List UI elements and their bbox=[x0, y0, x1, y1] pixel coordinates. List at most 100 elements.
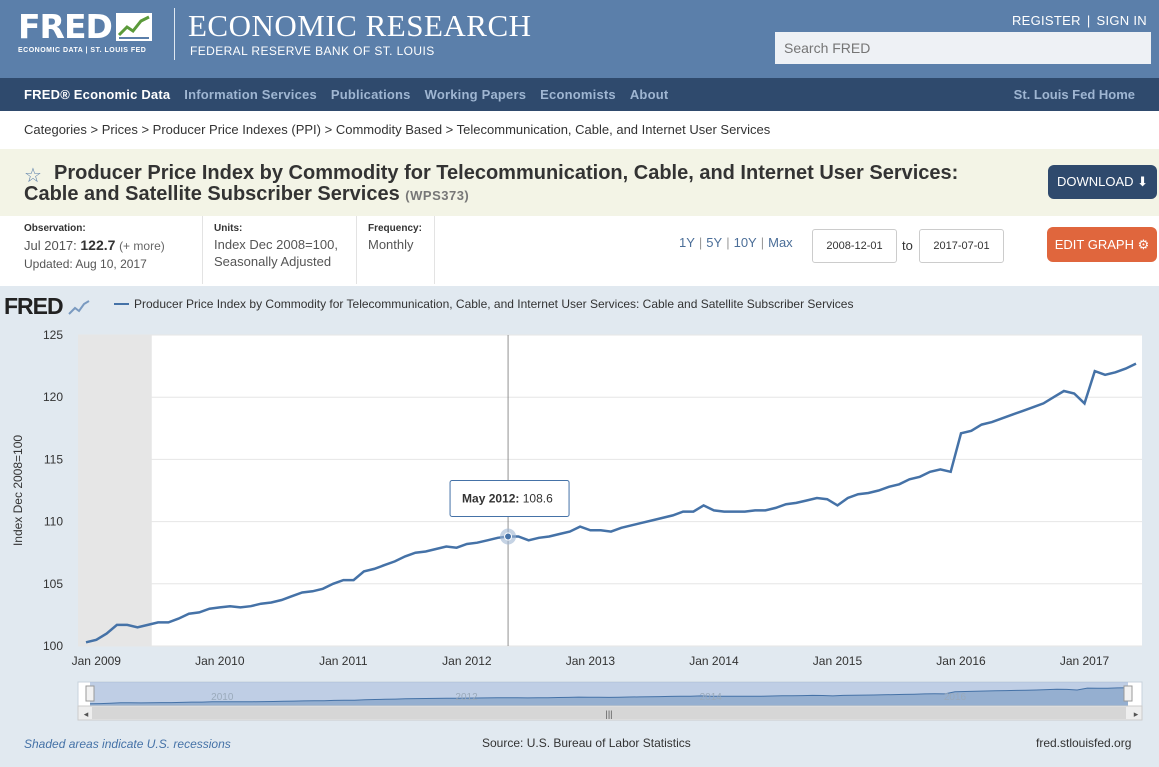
x-tick-label: Jan 2010 bbox=[195, 654, 245, 668]
navigator-year-label: 2012 bbox=[455, 692, 478, 703]
meta-divider bbox=[357, 216, 435, 284]
frequency-value: Monthly bbox=[368, 237, 414, 252]
x-tick-label: Jan 2011 bbox=[319, 654, 368, 668]
range-1y[interactable]: 1Y bbox=[679, 235, 695, 250]
scroll-left-icon[interactable]: ◂ bbox=[84, 709, 89, 719]
site-header: FRED ECONOMIC DATA | ST. LOUIS FED ECONO… bbox=[0, 0, 1159, 78]
scroll-grip-icon: ||| bbox=[605, 709, 612, 719]
navigator-line bbox=[89, 687, 1129, 705]
y-tick-label: 115 bbox=[44, 452, 63, 466]
nav-about[interactable]: About bbox=[629, 87, 669, 102]
meta-divider bbox=[0, 216, 203, 284]
logo-text: FRED bbox=[18, 7, 113, 46]
x-tick-label: Jan 2012 bbox=[442, 654, 492, 668]
tooltip-box bbox=[449, 480, 570, 518]
separator: | bbox=[760, 235, 765, 250]
y-tick-label: 110 bbox=[44, 515, 63, 529]
fred-url[interactable]: fred.stlouisfed.org bbox=[1036, 736, 1132, 750]
range-5y[interactable]: 5Y bbox=[706, 235, 723, 250]
breadcrumb-item[interactable]: Categories bbox=[24, 122, 87, 137]
download-icon: ⬇ bbox=[1137, 174, 1149, 189]
separator: | bbox=[698, 235, 703, 250]
breadcrumb: Categories > Prices > Producer Price Ind… bbox=[24, 122, 771, 137]
recession-note: Shaded areas indicate U.S. recessions bbox=[24, 737, 231, 751]
breadcrumb-item[interactable]: Prices bbox=[101, 122, 138, 137]
nav-working-papers[interactable]: Working Papers bbox=[424, 87, 527, 102]
auth-links: REGISTER | SIGN IN bbox=[1012, 13, 1147, 28]
title-band: ☆ Producer Price Index by Commodity for … bbox=[0, 149, 1159, 216]
frequency-block: Frequency: Monthly bbox=[368, 223, 422, 252]
edit-graph-label: EDIT GRAPH bbox=[1054, 237, 1134, 252]
navigator-handle-right[interactable] bbox=[1123, 685, 1133, 702]
download-button[interactable]: DOWNLOAD ⬇ bbox=[1048, 165, 1157, 199]
x-tick-label: Jan 2013 bbox=[566, 654, 616, 668]
breadcrumb-item[interactable]: Telecommunication, Cable, and Internet U… bbox=[456, 122, 771, 137]
breadcrumb-item[interactable]: Producer Price Indexes (PPI) bbox=[152, 122, 322, 137]
range-max[interactable]: Max bbox=[768, 235, 793, 250]
nav-economists[interactable]: Economists bbox=[540, 87, 616, 102]
breadcrumb-item[interactable]: Commodity Based bbox=[335, 122, 443, 137]
x-tick-label: Jan 2014 bbox=[689, 654, 739, 668]
download-label: DOWNLOAD bbox=[1056, 174, 1134, 189]
graph-fred-logo: FRED bbox=[4, 293, 90, 320]
nav-st-louis-fed-home[interactable]: St. Louis Fed Home bbox=[1013, 87, 1135, 102]
navigator-area bbox=[90, 687, 1128, 706]
divider bbox=[174, 8, 175, 60]
nav-information-services[interactable]: Information Services bbox=[184, 87, 317, 102]
scroll-right-icon[interactable]: ▸ bbox=[1134, 709, 1139, 719]
gear-icon: ⚙ bbox=[1137, 237, 1150, 252]
navigator-year-label: 2014 bbox=[700, 692, 723, 703]
nav-publications[interactable]: Publications bbox=[330, 87, 411, 102]
chart-icon bbox=[68, 300, 90, 315]
scrollbar-thumb[interactable] bbox=[92, 707, 1126, 719]
units-label: Units: bbox=[214, 223, 243, 234]
y-tick-label: 105 bbox=[43, 577, 63, 591]
search-input[interactable] bbox=[775, 32, 1151, 64]
edit-graph-button[interactable]: EDIT GRAPH ⚙ bbox=[1047, 227, 1157, 262]
line-chart[interactable]: 100 105 110 115 120 125 Index Dec 2008=100 Jan … bbox=[0, 320, 1159, 725]
observation-block: Observation: Jul 2017: 122.7 (+ more) Up… bbox=[24, 223, 165, 271]
updated-date: Updated: Aug 10, 2017 bbox=[24, 257, 147, 271]
sign-in-link[interactable]: SIGN IN bbox=[1096, 13, 1147, 28]
nav-fred-economic-data[interactable]: FRED® Economic Data bbox=[24, 87, 171, 102]
date-to-input[interactable]: 2017-07-01 bbox=[919, 229, 1004, 263]
economic-research-title[interactable]: ECONOMIC RESEARCH bbox=[188, 8, 532, 43]
y-tick-label: 100 bbox=[43, 639, 63, 653]
navigator-year-label: 2010 bbox=[211, 692, 234, 703]
y-axis-label: Index Dec 2008=100 bbox=[11, 435, 25, 546]
meta-divider bbox=[203, 216, 357, 284]
range-selector: 1Y | 5Y | 10Y | Max bbox=[679, 235, 793, 250]
navigator-handle-left[interactable] bbox=[85, 685, 95, 702]
plot-background bbox=[78, 335, 1142, 646]
tooltip-text: May 2012: 108.6 bbox=[462, 492, 553, 506]
y-tick-label: 125 bbox=[43, 328, 63, 342]
units-value-2: Seasonally Adjusted bbox=[214, 254, 332, 269]
to-label: to bbox=[902, 238, 913, 253]
navigator-year-label: 2016 bbox=[944, 692, 967, 703]
star-icon[interactable]: ☆ bbox=[24, 165, 42, 187]
range-10y[interactable]: 10Y bbox=[733, 235, 757, 250]
fred-logo[interactable]: FRED ECONOMIC DATA | ST. LOUIS FED bbox=[18, 7, 152, 54]
tooltip-label: May 2012: bbox=[462, 492, 523, 506]
main-nav: FRED® Economic Data Information Services… bbox=[0, 78, 1159, 111]
more-link[interactable]: (+ more) bbox=[119, 239, 165, 253]
data-point[interactable] bbox=[504, 532, 513, 541]
units-block: Units: Index Dec 2008=100, Seasonally Ad… bbox=[214, 223, 338, 269]
series-line[interactable] bbox=[85, 362, 1137, 644]
observation-value: 122.7 bbox=[80, 237, 116, 253]
x-tick-label: Jan 2017 bbox=[1060, 654, 1110, 668]
date-from-input[interactable]: 2008-12-01 bbox=[812, 229, 897, 263]
legend-label: Producer Price Index by Commodity for Te… bbox=[134, 297, 854, 311]
series-title-text: Producer Price Index by Commodity for Te… bbox=[24, 162, 959, 205]
x-tick-label: Jan 2009 bbox=[72, 654, 122, 668]
y-tick-label: 120 bbox=[43, 390, 63, 404]
x-tick-label: Jan 2016 bbox=[936, 654, 986, 668]
legend-swatch bbox=[114, 303, 129, 305]
chart-icon bbox=[115, 13, 152, 41]
x-tick-label: Jan 2015 bbox=[813, 654, 863, 668]
series-code: (WPS373) bbox=[405, 188, 470, 203]
observation-label: Observation: bbox=[24, 223, 86, 234]
frequency-label: Frequency: bbox=[368, 223, 422, 234]
register-link[interactable]: REGISTER bbox=[1011, 13, 1081, 28]
recession-shading bbox=[78, 335, 152, 646]
